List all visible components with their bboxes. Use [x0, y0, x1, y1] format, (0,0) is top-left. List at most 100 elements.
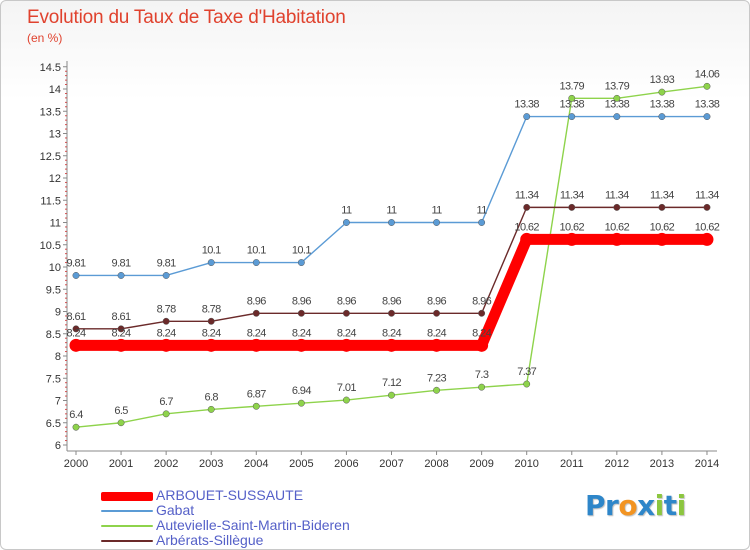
data-point	[523, 203, 531, 211]
data-point	[252, 309, 260, 317]
data-point	[204, 338, 218, 352]
y-tick-label: 13	[49, 129, 61, 141]
data-point	[388, 309, 395, 317]
data-point	[478, 219, 486, 226]
x-tick-label: 2009	[469, 458, 493, 470]
data-point	[565, 232, 579, 246]
data-point	[252, 259, 260, 266]
legend-label: Gabat	[156, 502, 195, 518]
data-point	[207, 259, 215, 266]
data-point	[520, 232, 534, 246]
data-label: 8.61	[112, 311, 131, 323]
data-label: 8.96	[472, 295, 491, 307]
data-label: 8.96	[382, 295, 401, 307]
x-tick-label: 2012	[605, 458, 629, 470]
data-point	[703, 203, 711, 211]
chart-subtitle: (en %)	[27, 31, 63, 45]
proxiti-logo: Proxiti	[585, 489, 686, 522]
y-tick-label: 10.5	[40, 240, 61, 252]
data-point	[523, 113, 531, 121]
data-point	[658, 88, 666, 96]
data-label: 8.96	[292, 295, 311, 307]
data-label: 10.62	[514, 221, 539, 233]
data-point	[297, 309, 305, 317]
data-label: 11	[477, 205, 488, 217]
data-label: 7.3	[475, 369, 489, 381]
data-label: 6.94	[292, 385, 311, 397]
x-tick-label: 2006	[334, 458, 358, 470]
data-label: 13.38	[514, 99, 539, 111]
data-point	[613, 203, 621, 211]
data-label: 8.24	[337, 327, 356, 339]
data-point	[478, 309, 486, 317]
data-label: 8.96	[247, 295, 266, 307]
data-label: 6.5	[114, 405, 128, 417]
y-tick-label: 6	[55, 440, 61, 452]
legend-label: ARBOUET-SUSSAUTE	[156, 487, 304, 503]
data-label: 8.24	[247, 327, 266, 339]
y-tick-label: 7	[55, 396, 61, 408]
x-tick-label: 2010	[514, 458, 538, 470]
y-tick-label: 8	[55, 351, 61, 363]
y-tick-label: 10	[49, 262, 61, 274]
logo-letter: r	[605, 489, 619, 522]
y-tick-label: 12	[49, 173, 61, 185]
data-label: 11	[341, 205, 352, 217]
data-point	[207, 317, 215, 325]
data-point	[613, 94, 621, 102]
data-label: 6.7	[159, 396, 173, 408]
data-label: 7.23	[427, 372, 446, 384]
data-label: 11.34	[515, 189, 539, 201]
data-label: 10.1	[202, 245, 221, 257]
data-label: 11.34	[650, 189, 674, 201]
legend-swatch	[101, 510, 153, 512]
data-label: 8.78	[157, 303, 176, 315]
data-point	[523, 380, 531, 388]
legend-swatch	[101, 492, 153, 501]
data-point	[249, 338, 263, 352]
data-point	[658, 113, 666, 121]
y-tick-label: 9.5	[46, 284, 61, 296]
data-label: 10.1	[247, 245, 266, 257]
data-label: 8.24	[427, 327, 446, 339]
data-point	[388, 219, 395, 226]
data-label: 13.38	[695, 99, 720, 111]
data-point	[159, 338, 173, 352]
data-point	[433, 309, 441, 317]
y-tick-label: 14.5	[40, 62, 61, 74]
chart-title: Evolution du Taux de Taxe d'Habitation	[27, 7, 346, 28]
data-point	[610, 232, 624, 246]
data-label: 11	[431, 205, 442, 217]
logo-letter: t	[663, 489, 677, 522]
data-point	[117, 419, 125, 427]
data-label: 11.34	[605, 189, 629, 201]
x-tick-label: 2002	[154, 458, 178, 470]
legend-label: Autevielle-Saint-Martin-Bideren	[156, 517, 350, 533]
data-label: 8.24	[66, 327, 85, 339]
data-label: 11.34	[560, 189, 584, 201]
x-tick-label: 2014	[695, 458, 719, 470]
y-tick-label: 9	[55, 307, 61, 319]
data-point	[658, 203, 666, 211]
logo-letter: i	[654, 489, 665, 522]
x-tick-label: 2004	[244, 458, 268, 470]
x-tick-label: 2011	[560, 458, 584, 470]
data-label: 7.37	[517, 366, 536, 378]
y-tick-label: 12.5	[40, 151, 61, 163]
data-point	[207, 405, 215, 413]
data-label: 13.93	[650, 74, 675, 86]
data-point	[342, 396, 350, 404]
data-label: 10.62	[650, 221, 675, 233]
legend-label: Arbérats-Sillègue	[156, 532, 264, 548]
data-label: 8.24	[112, 327, 131, 339]
x-tick-label: 2008	[424, 458, 448, 470]
data-label: 8.24	[472, 327, 491, 339]
data-point	[162, 410, 170, 418]
data-point	[339, 338, 353, 352]
data-point	[117, 272, 125, 279]
data-point	[388, 391, 395, 399]
data-point	[384, 338, 398, 352]
data-point	[703, 113, 711, 121]
data-point	[703, 82, 711, 90]
data-point	[700, 232, 714, 246]
